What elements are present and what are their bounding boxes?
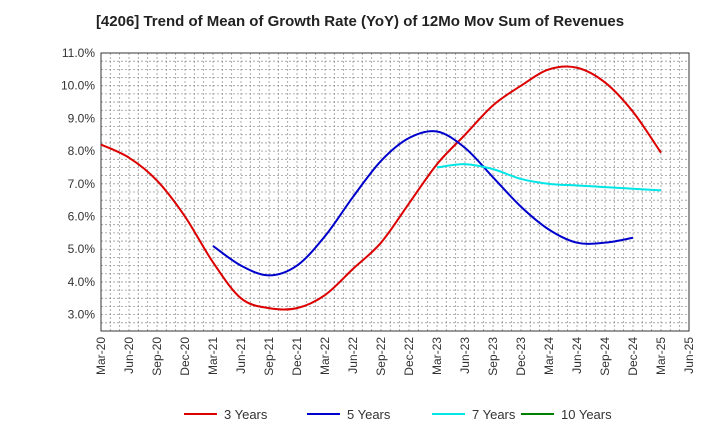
x-tick-label: Jun-20 xyxy=(122,337,136,374)
x-tick-label: Sep-21 xyxy=(262,337,276,376)
x-tick-label: Dec-22 xyxy=(402,337,416,376)
y-tick-label: 3.0% xyxy=(68,308,96,322)
x-tick-label: Jun-22 xyxy=(346,337,360,374)
y-tick-label: 9.0% xyxy=(68,111,96,125)
series-line-3-years xyxy=(100,65,662,311)
x-tick-label: Mar-20 xyxy=(94,337,108,375)
y-tick-label: 8.0% xyxy=(68,144,96,158)
legend-label-7-years: 7 Years xyxy=(472,407,516,422)
x-tick-label: Mar-22 xyxy=(318,337,332,375)
x-tick-label: Mar-24 xyxy=(542,337,556,375)
x-tick-label: Dec-23 xyxy=(514,337,528,376)
legend-label-10-years: 10 Years xyxy=(561,407,612,422)
x-tick-label: Mar-21 xyxy=(206,337,220,375)
series-line-5-years xyxy=(212,130,634,277)
x-tick-label: Mar-25 xyxy=(654,337,668,375)
x-tick-label: Dec-24 xyxy=(626,337,640,376)
y-tick-label: 11.0% xyxy=(62,46,95,60)
y-tick-label: 7.0% xyxy=(68,177,96,191)
x-tick-label: Dec-20 xyxy=(178,337,192,376)
legend-label-3-years: 3 Years xyxy=(224,407,268,422)
x-tick-label: Jun-24 xyxy=(570,337,584,374)
plot-frame xyxy=(100,52,690,332)
x-tick-label: Jun-21 xyxy=(234,337,248,374)
x-tick-label: Dec-21 xyxy=(290,337,304,376)
x-tick-label: Mar-23 xyxy=(430,337,444,375)
series-line-7-years xyxy=(436,163,662,192)
x-tick-label: Jun-23 xyxy=(458,337,472,374)
y-tick-label: 10.0% xyxy=(61,79,95,93)
x-tick-label: Sep-20 xyxy=(150,337,164,376)
x-tick-label: Sep-23 xyxy=(486,337,500,376)
y-tick-label: 5.0% xyxy=(68,242,96,256)
y-tick-label: 4.0% xyxy=(68,275,96,289)
legend-label-5-years: 5 Years xyxy=(347,407,391,422)
x-tick-label: Sep-22 xyxy=(374,337,388,376)
x-tick-label: Sep-24 xyxy=(598,337,612,376)
x-tick-label: Jun-25 xyxy=(682,337,696,374)
chart-title: [4206] Trend of Mean of Growth Rate (YoY… xyxy=(95,13,625,30)
y-tick-label: 6.0% xyxy=(68,210,96,224)
